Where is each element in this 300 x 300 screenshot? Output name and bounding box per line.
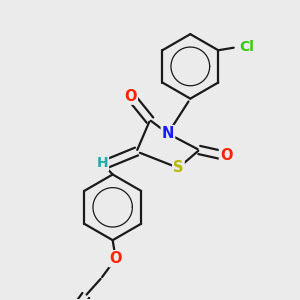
Text: O: O — [220, 148, 233, 164]
Text: O: O — [110, 251, 122, 266]
Text: H: H — [96, 156, 108, 170]
Text: O: O — [124, 89, 137, 104]
Text: S: S — [173, 160, 184, 175]
Text: Cl: Cl — [239, 40, 254, 54]
Text: N: N — [162, 126, 174, 141]
